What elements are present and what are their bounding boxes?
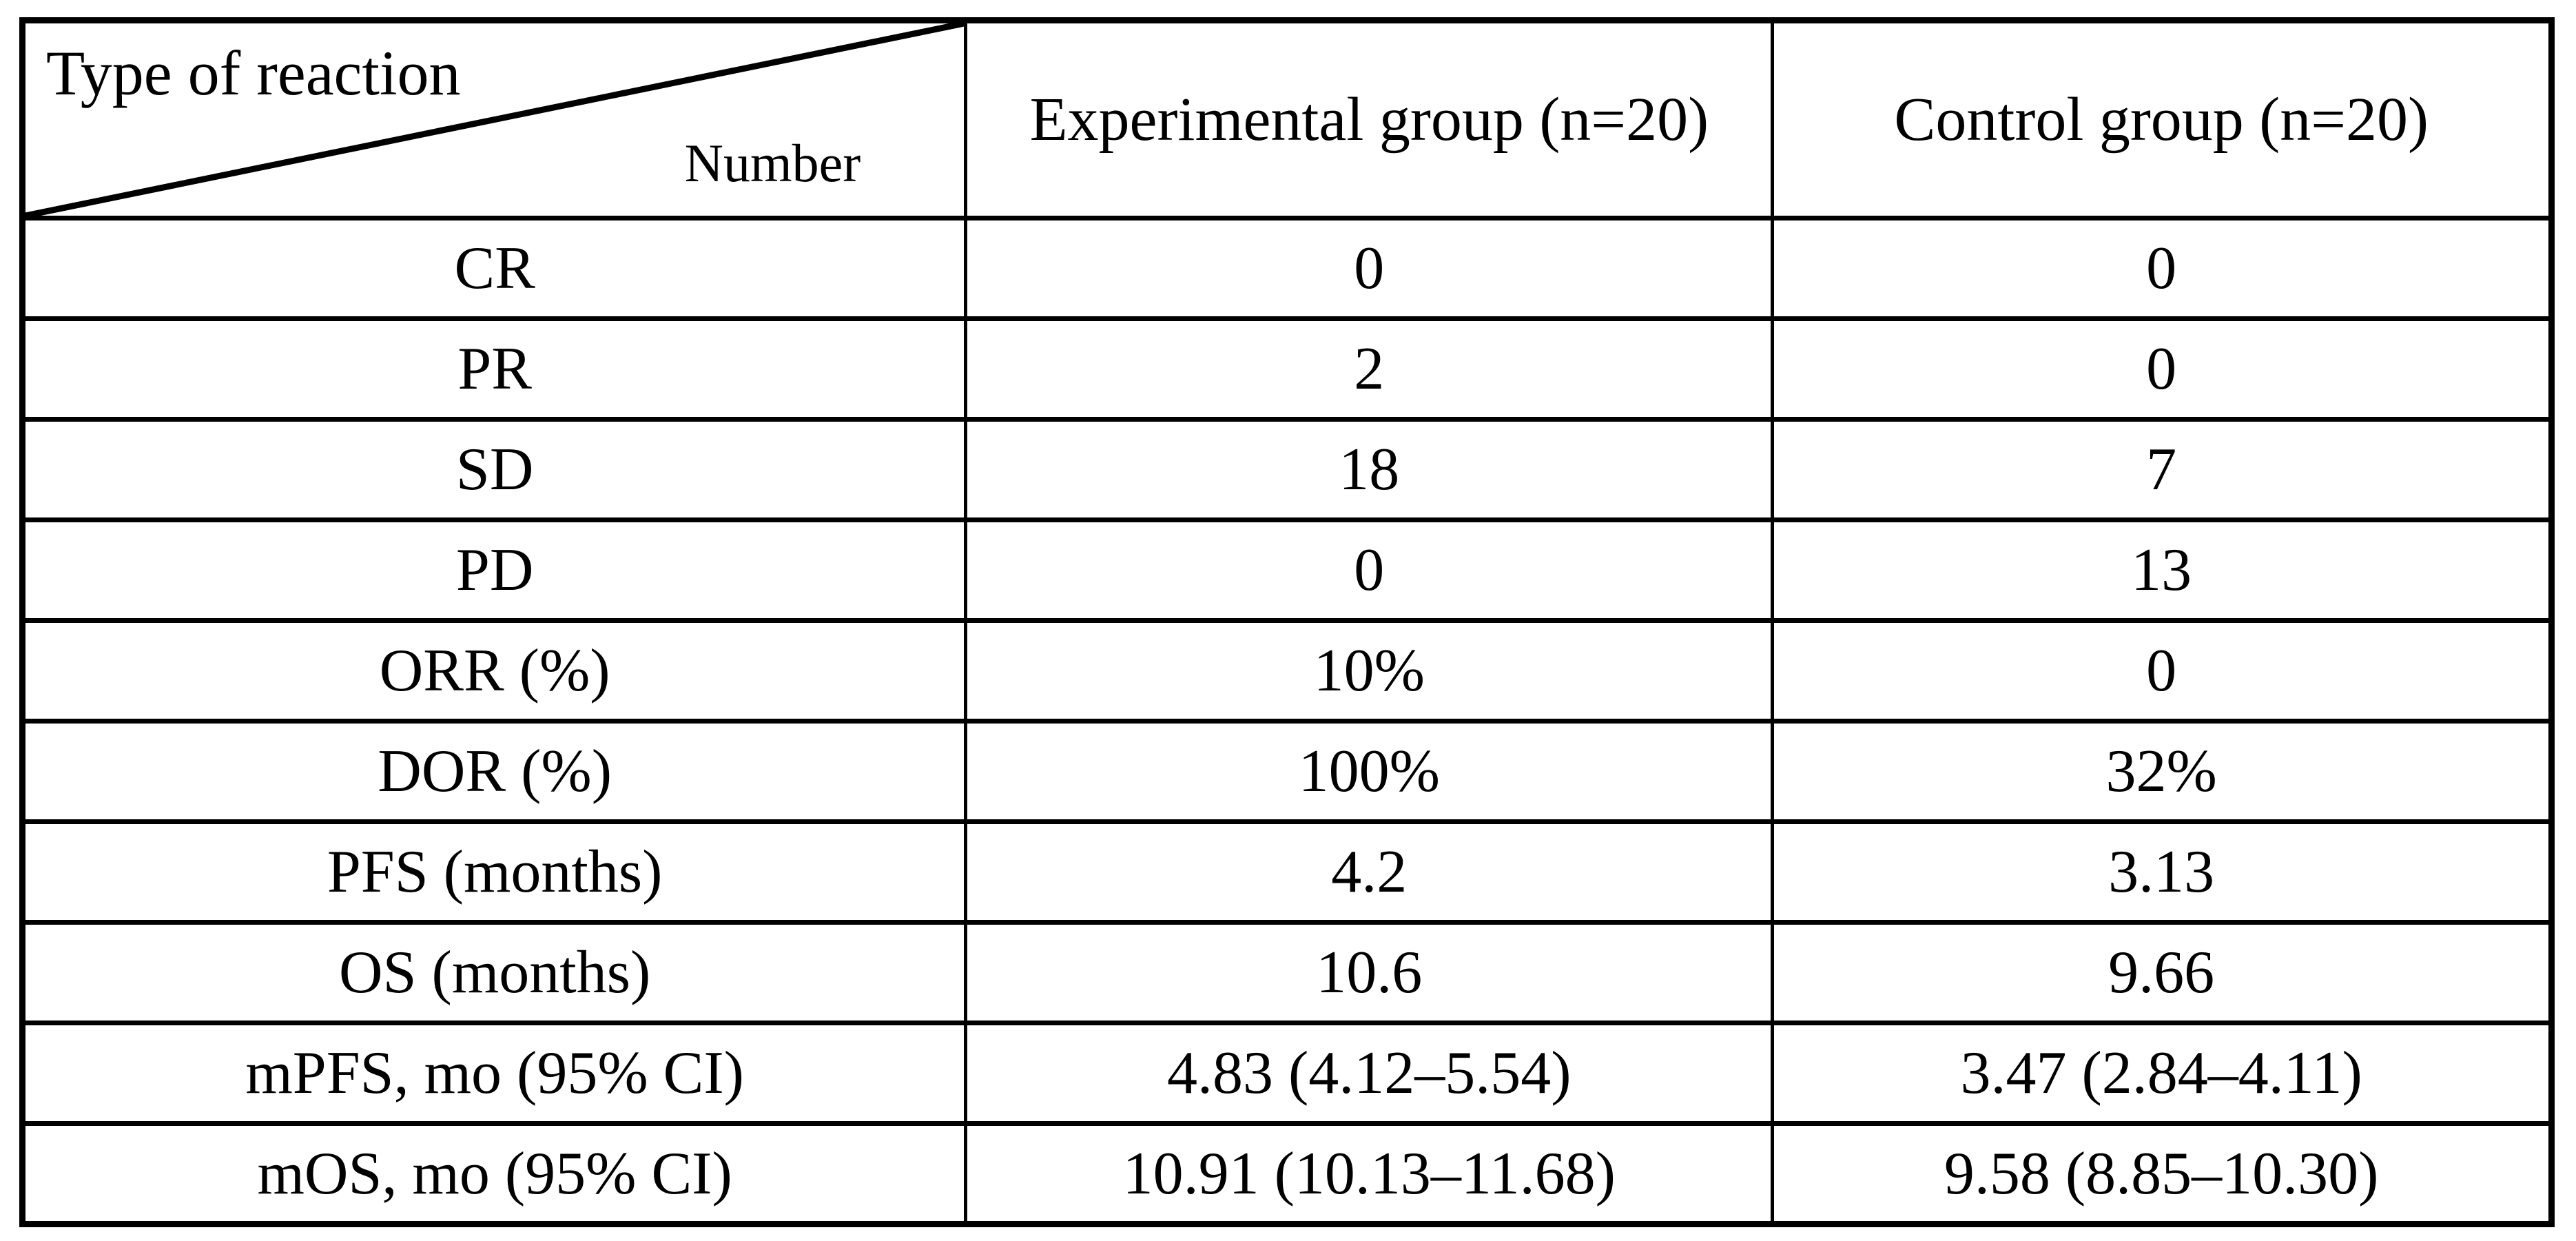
cell-control: 7 <box>1771 417 2553 522</box>
cell-experimental: 18 <box>964 417 1775 522</box>
cell-experimental: 0 <box>964 216 1775 321</box>
cell-experimental: 100% <box>964 719 1775 824</box>
col-header-control: Control group (n=20) <box>1771 18 2553 220</box>
cell-experimental: 10.91 (10.13–11.68) <box>964 1121 1775 1227</box>
cell-control: 3.13 <box>1771 819 2553 925</box>
table-row: mOS, mo (95% CI) 10.91 (10.13–11.68) 9.5… <box>20 1121 2553 1227</box>
cell-control: 13 <box>1771 517 2553 623</box>
table-row: CR 0 0 <box>20 216 2553 321</box>
diagonal-divider-line <box>25 23 964 216</box>
cell-experimental: 4.2 <box>964 819 1775 925</box>
cell-experimental: 10% <box>964 618 1775 724</box>
cell-experimental: 10.6 <box>964 920 1775 1025</box>
row-label: DOR (%) <box>20 719 968 824</box>
row-label: CR <box>20 216 968 321</box>
cell-control: 0 <box>1771 216 2553 321</box>
row-label: ORR (%) <box>20 618 968 724</box>
table-row: PR 2 0 <box>20 316 2553 422</box>
row-label: PR <box>20 316 968 422</box>
table-row: SD 18 7 <box>20 417 2553 522</box>
row-label: SD <box>20 417 968 522</box>
cell-control: 0 <box>1771 618 2553 724</box>
cell-control: 9.66 <box>1771 920 2553 1025</box>
cell-control: 9.58 (8.85–10.30) <box>1771 1121 2553 1227</box>
corner-cell: Type of reaction Number <box>20 18 968 220</box>
col-header-experimental: Experimental group (n=20) <box>964 18 1775 220</box>
row-label: mPFS, mo (95% CI) <box>20 1021 968 1126</box>
table-row: PD 0 13 <box>20 517 2553 623</box>
corner-col-axis-label: Number <box>684 133 861 193</box>
cell-control: 32% <box>1771 719 2553 824</box>
cell-control: 3.47 (2.84–4.11) <box>1771 1021 2553 1126</box>
cell-experimental: 4.83 (4.12–5.54) <box>964 1021 1775 1126</box>
results-table: Type of reaction Number Experimental gro… <box>19 17 2555 1227</box>
table-row: mPFS, mo (95% CI) 4.83 (4.12–5.54) 3.47 … <box>20 1021 2553 1126</box>
row-label: OS (months) <box>20 920 968 1025</box>
cell-experimental: 2 <box>964 316 1775 422</box>
table-row: PFS (months) 4.2 3.13 <box>20 819 2553 925</box>
row-label: mOS, mo (95% CI) <box>20 1121 968 1227</box>
header-row: Type of reaction Number Experimental gro… <box>20 18 2553 220</box>
row-label: PD <box>20 517 968 623</box>
cell-experimental: 0 <box>964 517 1775 623</box>
table-row: DOR (%) 100% 32% <box>20 719 2553 824</box>
row-label: PFS (months) <box>20 819 968 925</box>
table-row: ORR (%) 10% 0 <box>20 618 2553 724</box>
corner-row-axis-label: Type of reaction <box>46 38 461 108</box>
table-row: OS (months) 10.6 9.66 <box>20 920 2553 1025</box>
cell-control: 0 <box>1771 316 2553 422</box>
